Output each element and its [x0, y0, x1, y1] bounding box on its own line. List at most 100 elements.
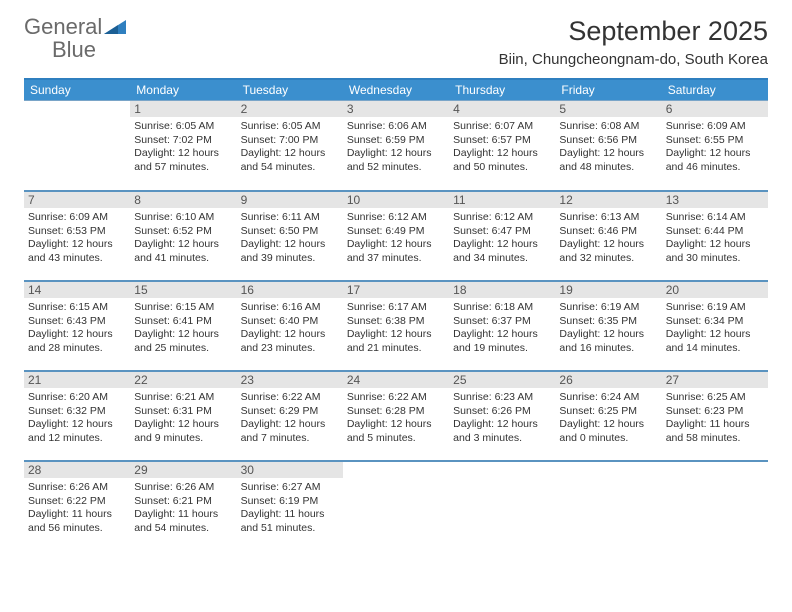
day-number: 28: [24, 462, 130, 478]
day-number: 4: [449, 101, 555, 117]
calendar-cell-5: 5 Sunrise: 6:08 AMSunset: 6:56 PMDaylight…: [555, 100, 661, 190]
logo: General Blue: [24, 16, 126, 62]
day-details: Sunrise: 6:27 AMSunset: 6:19 PMDaylight:…: [241, 481, 339, 536]
calendar-cell-29: 29 Sunrise: 6:26 AMSunset: 6:21 PMDayligh…: [130, 460, 236, 550]
calendar-cell-empty: [662, 460, 768, 550]
day-details: Sunrise: 6:19 AMSunset: 6:34 PMDaylight:…: [666, 301, 764, 356]
day-number: 20: [662, 282, 768, 298]
day-number: 10: [343, 192, 449, 208]
day-number: 12: [555, 192, 661, 208]
day-number: 13: [662, 192, 768, 208]
day-number: 27: [662, 372, 768, 388]
calendar-cell-17: 17 Sunrise: 6:17 AMSunset: 6:38 PMDayligh…: [343, 280, 449, 370]
day-header-friday: Friday: [555, 80, 661, 100]
day-details: Sunrise: 6:17 AMSunset: 6:38 PMDaylight:…: [347, 301, 445, 356]
calendar-cell-25: 25 Sunrise: 6:23 AMSunset: 6:26 PMDayligh…: [449, 370, 555, 460]
day-details: Sunrise: 6:09 AMSunset: 6:55 PMDaylight:…: [666, 120, 764, 175]
calendar-cell-empty: [555, 460, 661, 550]
calendar-cell-23: 23 Sunrise: 6:22 AMSunset: 6:29 PMDayligh…: [237, 370, 343, 460]
calendar-cell-13: 13 Sunrise: 6:14 AMSunset: 6:44 PMDayligh…: [662, 190, 768, 280]
day-number: 21: [24, 372, 130, 388]
calendar-cell-empty: [343, 460, 449, 550]
day-details: Sunrise: 6:05 AMSunset: 7:02 PMDaylight:…: [134, 120, 232, 175]
location: Biin, Chungcheongnam-do, South Korea: [499, 51, 768, 68]
calendar-cell-12: 12 Sunrise: 6:13 AMSunset: 6:46 PMDayligh…: [555, 190, 661, 280]
day-header-wednesday: Wednesday: [343, 80, 449, 100]
calendar-cell-19: 19 Sunrise: 6:19 AMSunset: 6:35 PMDayligh…: [555, 280, 661, 370]
day-details: Sunrise: 6:09 AMSunset: 6:53 PMDaylight:…: [28, 211, 126, 266]
day-number: 25: [449, 372, 555, 388]
calendar-cell-18: 18 Sunrise: 6:18 AMSunset: 6:37 PMDayligh…: [449, 280, 555, 370]
day-number: 26: [555, 372, 661, 388]
day-number: 2: [237, 101, 343, 117]
day-details: Sunrise: 6:13 AMSunset: 6:46 PMDaylight:…: [559, 211, 657, 266]
day-number: 19: [555, 282, 661, 298]
calendar-cell-11: 11 Sunrise: 6:12 AMSunset: 6:47 PMDayligh…: [449, 190, 555, 280]
day-details: Sunrise: 6:26 AMSunset: 6:22 PMDaylight:…: [28, 481, 126, 536]
day-number: 18: [449, 282, 555, 298]
day-details: Sunrise: 6:15 AMSunset: 6:41 PMDaylight:…: [134, 301, 232, 356]
calendar-cell-1: 1 Sunrise: 6:05 AMSunset: 7:02 PMDaylight…: [130, 100, 236, 190]
day-header-tuesday: Tuesday: [237, 80, 343, 100]
day-number: 23: [237, 372, 343, 388]
day-number: 6: [662, 101, 768, 117]
calendar-cell-24: 24Sunrise: 6:22 AMSunset: 6:28 PMDayligh…: [343, 370, 449, 460]
day-details: Sunrise: 6:16 AMSunset: 6:40 PMDaylight:…: [241, 301, 339, 356]
day-details: Sunrise: 6:12 AMSunset: 6:47 PMDaylight:…: [453, 211, 551, 266]
calendar-cell-27: 27Sunrise: 6:25 AMSunset: 6:23 PMDayligh…: [662, 370, 768, 460]
day-details: Sunrise: 6:21 AMSunset: 6:31 PMDaylight:…: [134, 391, 232, 446]
day-details: Sunrise: 6:26 AMSunset: 6:21 PMDaylight:…: [134, 481, 232, 536]
calendar-cell-14: 14 Sunrise: 6:15 AMSunset: 6:43 PMDayligh…: [24, 280, 130, 370]
calendar-cell-empty: [24, 100, 130, 190]
calendar-cell-8: 8 Sunrise: 6:10 AMSunset: 6:52 PMDaylight…: [130, 190, 236, 280]
day-details: Sunrise: 6:19 AMSunset: 6:35 PMDaylight:…: [559, 301, 657, 356]
day-details: Sunrise: 6:06 AMSunset: 6:59 PMDaylight:…: [347, 120, 445, 175]
day-number: 3: [343, 101, 449, 117]
day-number: 30: [237, 462, 343, 478]
calendar-grid: SundayMondayTuesdayWednesdayThursdayFrid…: [24, 78, 768, 550]
day-header-monday: Monday: [130, 80, 236, 100]
day-number: 1: [130, 101, 236, 117]
month-title: September 2025: [499, 16, 768, 47]
day-number: 5: [555, 101, 661, 117]
calendar-cell-30: 30 Sunrise: 6:27 AMSunset: 6:19 PMDayligh…: [237, 460, 343, 550]
calendar-cell-4: 4Sunrise: 6:07 AMSunset: 6:57 PMDaylight…: [449, 100, 555, 190]
day-details: Sunrise: 6:20 AMSunset: 6:32 PMDaylight:…: [28, 391, 126, 446]
day-number: 11: [449, 192, 555, 208]
day-details: Sunrise: 6:05 AMSunset: 7:00 PMDaylight:…: [241, 120, 339, 175]
day-number: 14: [24, 282, 130, 298]
calendar-cell-28: 28 Sunrise: 6:26 AMSunset: 6:22 PMDayligh…: [24, 460, 130, 550]
day-number: 15: [130, 282, 236, 298]
calendar-cell-26: 26Sunrise: 6:24 AMSunset: 6:25 PMDayligh…: [555, 370, 661, 460]
day-details: Sunrise: 6:10 AMSunset: 6:52 PMDaylight:…: [134, 211, 232, 266]
day-details: Sunrise: 6:22 AMSunset: 6:29 PMDaylight:…: [241, 391, 339, 446]
day-details: Sunrise: 6:15 AMSunset: 6:43 PMDaylight:…: [28, 301, 126, 356]
day-details: Sunrise: 6:23 AMSunset: 6:26 PMDaylight:…: [453, 391, 551, 446]
calendar-cell-3: 3 Sunrise: 6:06 AMSunset: 6:59 PMDaylight…: [343, 100, 449, 190]
day-number: 9: [237, 192, 343, 208]
day-number: 24: [343, 372, 449, 388]
calendar-cell-10: 10 Sunrise: 6:12 AMSunset: 6:49 PMDayligh…: [343, 190, 449, 280]
logo-triangle-icon: [104, 20, 126, 34]
calendar-cell-20: 20 Sunrise: 6:19 AMSunset: 6:34 PMDayligh…: [662, 280, 768, 370]
title-block: September 2025 Biin, Chungcheongnam-do, …: [499, 16, 768, 68]
day-number: 22: [130, 372, 236, 388]
day-number: 7: [24, 192, 130, 208]
calendar-cell-empty: [449, 460, 555, 550]
day-details: Sunrise: 6:14 AMSunset: 6:44 PMDaylight:…: [666, 211, 764, 266]
calendar-cell-7: 7 Sunrise: 6:09 AMSunset: 6:53 PMDaylight…: [24, 190, 130, 280]
day-details: Sunrise: 6:08 AMSunset: 6:56 PMDaylight:…: [559, 120, 657, 175]
header: General Blue September 2025 Biin, Chungc…: [24, 16, 768, 68]
day-header-sunday: Sunday: [24, 80, 130, 100]
calendar-cell-16: 16Sunrise: 6:16 AMSunset: 6:40 PMDayligh…: [237, 280, 343, 370]
day-details: Sunrise: 6:12 AMSunset: 6:49 PMDaylight:…: [347, 211, 445, 266]
day-number: 8: [130, 192, 236, 208]
day-number: 29: [130, 462, 236, 478]
calendar-cell-15: 15 Sunrise: 6:15 AMSunset: 6:41 PMDayligh…: [130, 280, 236, 370]
calendar-cell-21: 21 Sunrise: 6:20 AMSunset: 6:32 PMDayligh…: [24, 370, 130, 460]
day-header-thursday: Thursday: [449, 80, 555, 100]
day-number: 17: [343, 282, 449, 298]
logo-text-2: Blue: [52, 37, 96, 62]
day-details: Sunrise: 6:18 AMSunset: 6:37 PMDaylight:…: [453, 301, 551, 356]
calendar-cell-2: 2 Sunrise: 6:05 AMSunset: 7:00 PMDaylight…: [237, 100, 343, 190]
